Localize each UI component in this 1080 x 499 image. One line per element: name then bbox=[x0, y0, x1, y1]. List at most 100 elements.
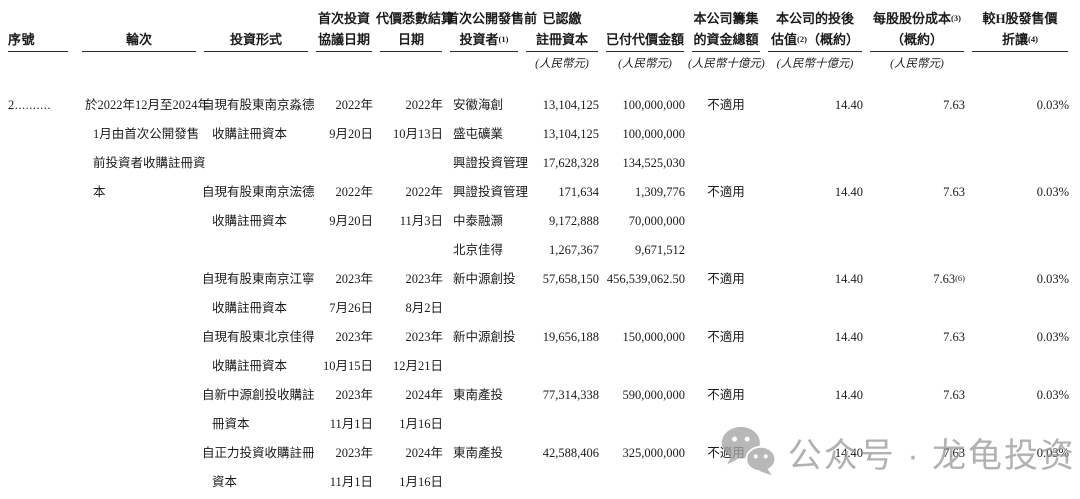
table-cell: 自正力投資收購註冊 bbox=[202, 446, 315, 460]
table-cell: 2023年 bbox=[335, 272, 373, 286]
table-cell bbox=[866, 410, 968, 439]
unit-cell bbox=[968, 53, 1072, 77]
header-underline bbox=[866, 50, 968, 53]
table-cell: 13,104,125 bbox=[542, 127, 599, 141]
header-cell: 日期 bbox=[397, 32, 424, 47]
table-cell bbox=[764, 410, 866, 439]
table-cell: 前投資者收購註冊資 bbox=[93, 156, 206, 170]
table-cell bbox=[522, 410, 602, 439]
table-cell bbox=[522, 468, 602, 497]
header-cell: 代價悉數結算 bbox=[376, 11, 455, 26]
header-cell: 每股股份成本(3) bbox=[873, 11, 961, 26]
table-cell bbox=[200, 149, 312, 178]
table-cell: 10月13日 bbox=[392, 127, 443, 141]
header-cell: 首次投資 bbox=[317, 11, 370, 26]
table-cell: 7.63 bbox=[943, 446, 965, 460]
table-cell bbox=[312, 149, 376, 178]
table-cell: 0.03% bbox=[1036, 98, 1069, 112]
header-underline bbox=[78, 50, 200, 53]
table-cell: 100,000,000 bbox=[622, 127, 686, 141]
header-cell: 輪次 bbox=[125, 32, 152, 47]
table-cell: 9月20日 bbox=[329, 127, 373, 141]
table-cell bbox=[78, 236, 200, 265]
table-cell bbox=[8, 178, 78, 207]
header-spacer bbox=[8, 77, 1072, 91]
table-cell: 7月26日 bbox=[329, 301, 373, 315]
header-cell bbox=[602, 8, 688, 30]
header-cell: 的資金總額 bbox=[693, 32, 759, 47]
table-cell: 自現有股東南京江寧 bbox=[202, 272, 315, 286]
header-cell: 估值(2)（概約） bbox=[771, 32, 859, 47]
table-cell bbox=[446, 352, 522, 381]
table-cell: 中泰融灝 bbox=[453, 214, 504, 228]
table-cell bbox=[446, 468, 522, 497]
table-cell: 14.40 bbox=[834, 446, 863, 460]
table-cell bbox=[764, 236, 866, 265]
header-underline bbox=[8, 50, 78, 53]
table-cell: 安徽海創 bbox=[453, 98, 504, 112]
table-cell bbox=[866, 468, 968, 497]
table-cell: 42,588,406 bbox=[542, 446, 599, 460]
table-cell bbox=[764, 352, 866, 381]
pre-ipo-investment-table: 首次投資 代價悉數結算 首次公開發售前 已認繳 本公司籌集 本公司的投後 每股股份成本(3)… bbox=[8, 8, 1072, 497]
unit-cell: (人民幣元) bbox=[890, 58, 944, 70]
unit-cell: (人民幣十億元) bbox=[776, 58, 854, 70]
table-cell: 興證投資管理 bbox=[453, 156, 529, 170]
table-cell: 2024年 bbox=[405, 446, 443, 460]
table-cell: 北京佳得 bbox=[453, 243, 504, 257]
table-cell: 本 bbox=[93, 185, 106, 199]
table-cell: 12月21日 bbox=[392, 359, 443, 373]
table-cell: 1月16日 bbox=[399, 475, 443, 489]
table-cell bbox=[602, 468, 688, 497]
header-cell bbox=[8, 8, 78, 30]
table-cell: 456,539,062.50 bbox=[606, 272, 685, 286]
table-cell bbox=[968, 294, 1072, 323]
table-cell: 2023年 bbox=[405, 272, 443, 286]
table-cell: 收購註冊資本 bbox=[212, 301, 288, 315]
table-cell bbox=[688, 410, 764, 439]
table-cell: 自現有股東南京浤德 bbox=[202, 185, 315, 199]
table-cell bbox=[78, 410, 200, 439]
table-header-row-bottom: 序號 輪次 投資形式 協議日期 日期 投資者(1) 註冊資本 已付代價金額 的資金總額 估值(2)… bbox=[8, 30, 1072, 50]
table-cell bbox=[764, 149, 866, 178]
table-cell bbox=[866, 236, 968, 265]
table-cell: 0.03% bbox=[1036, 185, 1069, 199]
table-cell: 2024年 bbox=[405, 388, 443, 402]
table-cell bbox=[968, 120, 1072, 149]
table-cell: 新中源創投 bbox=[453, 272, 516, 286]
table-cell: 0.03% bbox=[1036, 272, 1069, 286]
unit-cell bbox=[78, 53, 200, 77]
table-cell: 11月1日 bbox=[329, 417, 373, 431]
table-cell: 資本 bbox=[212, 475, 238, 489]
table-cell bbox=[8, 236, 78, 265]
table-cell bbox=[376, 149, 446, 178]
table-row: 本自現有股東南京浤德 2022年 2022年 興證投資管理 171,634 1,309,7… bbox=[8, 178, 1072, 207]
header-underline bbox=[200, 50, 312, 53]
table-cell: 收購註冊資本 bbox=[212, 359, 288, 373]
table-cell bbox=[968, 352, 1072, 381]
table-cell: 1月16日 bbox=[399, 417, 443, 431]
table-cell: 0.03% bbox=[1036, 446, 1069, 460]
table-cell: 1,267,367 bbox=[549, 243, 599, 257]
table-cell bbox=[602, 294, 688, 323]
header-underline bbox=[968, 50, 1072, 53]
table-cell: 2023年 bbox=[335, 330, 373, 344]
table-header-underline-row bbox=[8, 50, 1072, 53]
table-cell: 2022年 bbox=[335, 185, 373, 199]
table-cell bbox=[968, 236, 1072, 265]
table-cell bbox=[78, 265, 200, 294]
table-cell bbox=[764, 468, 866, 497]
unit-cell bbox=[376, 53, 446, 77]
header-underline bbox=[688, 50, 764, 53]
header-underline bbox=[446, 50, 522, 53]
table-cell: 1月由首次公開發售 bbox=[93, 127, 200, 141]
table-row: 自新中源創投收購註 2023年 2024年 東南產投 77,314,338 590,000… bbox=[8, 381, 1072, 410]
header-cell: 投資形式 bbox=[229, 32, 282, 47]
header-cell: 較H股發售價 bbox=[982, 11, 1058, 26]
table-cell: 東南產投 bbox=[453, 446, 504, 460]
table-cell: 134,525,030 bbox=[622, 156, 686, 170]
table-cell bbox=[688, 294, 764, 323]
table-cell bbox=[78, 207, 200, 236]
table-cell bbox=[602, 352, 688, 381]
